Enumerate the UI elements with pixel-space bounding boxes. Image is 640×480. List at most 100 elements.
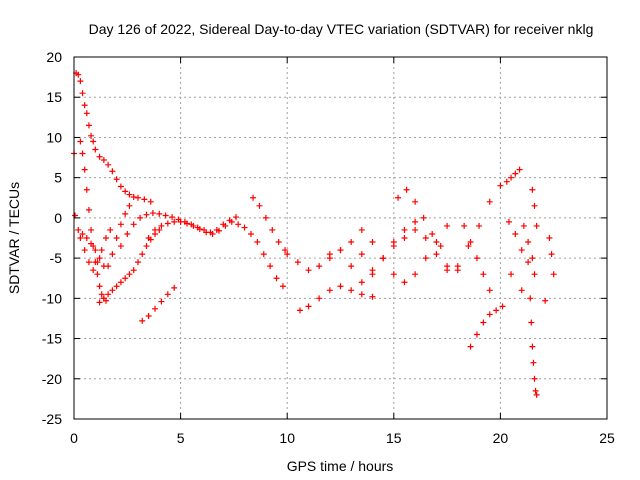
data-point <box>525 239 532 246</box>
y-tick-label: -15 <box>42 331 62 347</box>
data-point <box>429 230 436 237</box>
data-point <box>533 391 540 398</box>
y-tick-label: 10 <box>46 129 62 145</box>
data-point <box>348 263 355 270</box>
data-point <box>126 202 133 209</box>
x-tick-label: 10 <box>279 430 295 446</box>
data-point <box>113 176 120 183</box>
data-point <box>326 251 333 258</box>
data-point <box>390 239 397 246</box>
data-point <box>107 226 114 233</box>
data-point <box>503 178 510 185</box>
data-point <box>497 182 504 189</box>
data-point <box>79 150 86 157</box>
series-arc-n <box>395 186 444 250</box>
plot-frame <box>73 56 608 420</box>
data-point <box>190 222 197 229</box>
data-point <box>105 161 112 168</box>
data-point <box>215 227 222 234</box>
data-point <box>369 293 376 300</box>
y-tick-label: -5 <box>50 250 63 266</box>
series-arc-c <box>79 202 133 270</box>
data-point <box>147 198 154 205</box>
data-point <box>518 287 525 294</box>
data-point <box>124 230 131 237</box>
x-tick-label: 25 <box>599 430 615 446</box>
data-point <box>90 267 97 274</box>
data-point <box>209 230 216 237</box>
series-arc-h <box>139 284 178 324</box>
x-tick-label: 5 <box>177 430 185 446</box>
axis-ticks: 0 5 10 15 20 25 -25 -20 -15 -10 -5 0 5 10 15 20 <box>42 49 615 446</box>
data-point <box>100 295 107 302</box>
data-point <box>512 170 519 177</box>
data-point <box>88 226 95 233</box>
data-point <box>162 212 169 219</box>
data-point <box>81 102 88 109</box>
data-point <box>164 220 171 227</box>
data-point <box>117 221 124 228</box>
data-point <box>171 218 178 225</box>
data-point <box>77 138 84 145</box>
data-point <box>171 284 178 291</box>
data-point <box>96 153 103 160</box>
data-point <box>149 210 156 217</box>
data-point <box>437 243 444 250</box>
data-point <box>100 156 107 163</box>
data-point <box>122 188 129 195</box>
x-tick-label: 0 <box>70 430 78 446</box>
data-point <box>122 210 129 217</box>
data-point <box>527 295 534 302</box>
data-point <box>412 218 419 225</box>
data-point <box>102 235 109 241</box>
data-point <box>92 247 99 254</box>
data-point <box>152 226 159 233</box>
data-point <box>85 259 92 266</box>
data-point <box>337 283 344 290</box>
data-point <box>508 271 515 278</box>
data-point <box>134 259 141 266</box>
series-arc-i <box>250 194 289 254</box>
data-point <box>247 230 254 237</box>
data-point <box>83 235 90 241</box>
data-point <box>92 146 99 153</box>
data-point <box>412 226 419 233</box>
data-point <box>530 359 537 366</box>
data-point <box>480 271 487 278</box>
data-point <box>96 283 103 290</box>
y-tick-label: -25 <box>42 411 62 427</box>
data-point <box>113 283 120 290</box>
data-point <box>228 218 235 225</box>
data-point <box>152 305 159 312</box>
data-point <box>486 311 493 318</box>
data-point <box>177 218 184 225</box>
data-point <box>94 259 101 266</box>
series-arc-f <box>117 210 240 250</box>
data-point <box>412 271 419 278</box>
y-tick-label: 5 <box>54 170 62 186</box>
data-point <box>79 90 86 97</box>
data-point <box>137 214 144 221</box>
series-arc-l <box>326 218 419 286</box>
data-point <box>81 166 88 173</box>
data-point <box>403 186 410 193</box>
data-point <box>512 230 519 237</box>
data-point <box>156 210 163 217</box>
data-point <box>480 319 487 326</box>
data-point <box>358 279 365 286</box>
data-point <box>122 275 129 282</box>
data-point <box>250 194 257 201</box>
data-point <box>96 299 103 306</box>
data-point <box>305 267 312 274</box>
data-point <box>505 218 512 225</box>
series-arc-q <box>461 222 493 294</box>
series-arc-g <box>145 218 286 290</box>
data-point <box>96 255 103 262</box>
data-point <box>113 235 120 241</box>
data-point <box>358 291 365 298</box>
data-point <box>130 193 137 200</box>
y-tick-label: -10 <box>42 290 62 306</box>
data-point <box>486 198 493 205</box>
data-point <box>79 230 86 237</box>
data-point <box>473 255 480 262</box>
